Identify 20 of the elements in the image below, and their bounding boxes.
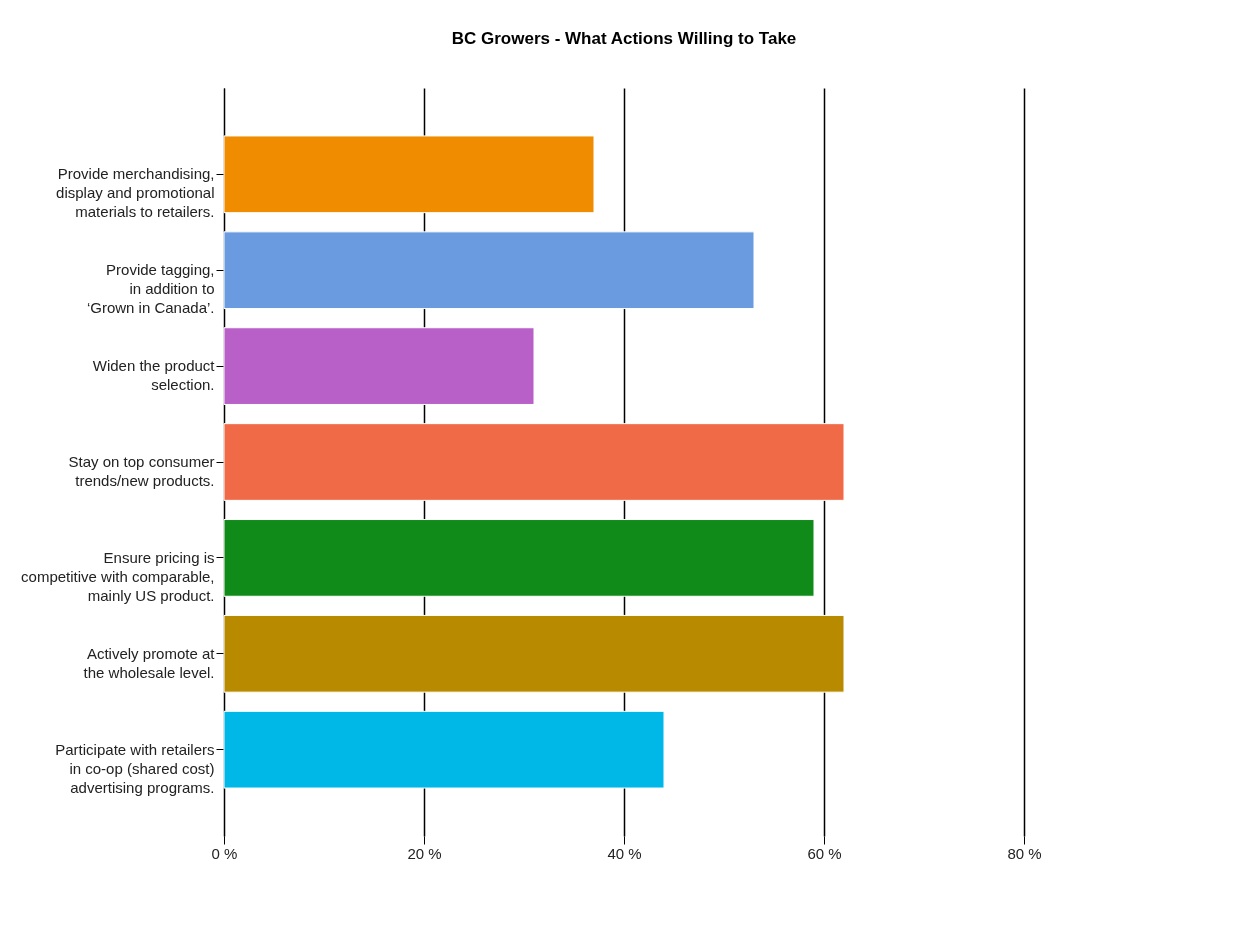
bar	[223, 519, 815, 597]
x-tick-label: 60 %	[807, 844, 842, 862]
x-tick-label: 80 %	[1007, 844, 1042, 862]
x-tick-label: 40 %	[607, 844, 642, 862]
y-tick-label: Provide tagging, in addition to ‘Grown in Canada’.	[86, 261, 215, 317]
bar	[223, 327, 535, 405]
x-tick-label: 20 %	[407, 844, 442, 862]
bar	[223, 710, 665, 789]
y-tick-label: Widen the product selection.	[92, 357, 216, 394]
y-tick-label: Actively promote at the wholesale level.	[83, 644, 216, 681]
bar	[223, 614, 845, 693]
bar	[223, 231, 755, 310]
y-tick-label: Ensure pricing is competitive with comparable, mainly US product.	[21, 548, 215, 604]
bar	[223, 423, 845, 501]
y-tick-label: Stay on top consumer trends/new products.	[68, 453, 215, 489]
y-tick-label: Participate with retailers in co-op (shared cost) advertising programs.	[55, 740, 215, 796]
bar	[223, 135, 595, 214]
y-tick-label: Provide merchandising, display and promotional materials to retailers.	[56, 165, 215, 221]
x-tick-label: 0 %	[211, 844, 238, 862]
chart-title: BC Growers - What Actions Willing to Take	[451, 29, 797, 48]
